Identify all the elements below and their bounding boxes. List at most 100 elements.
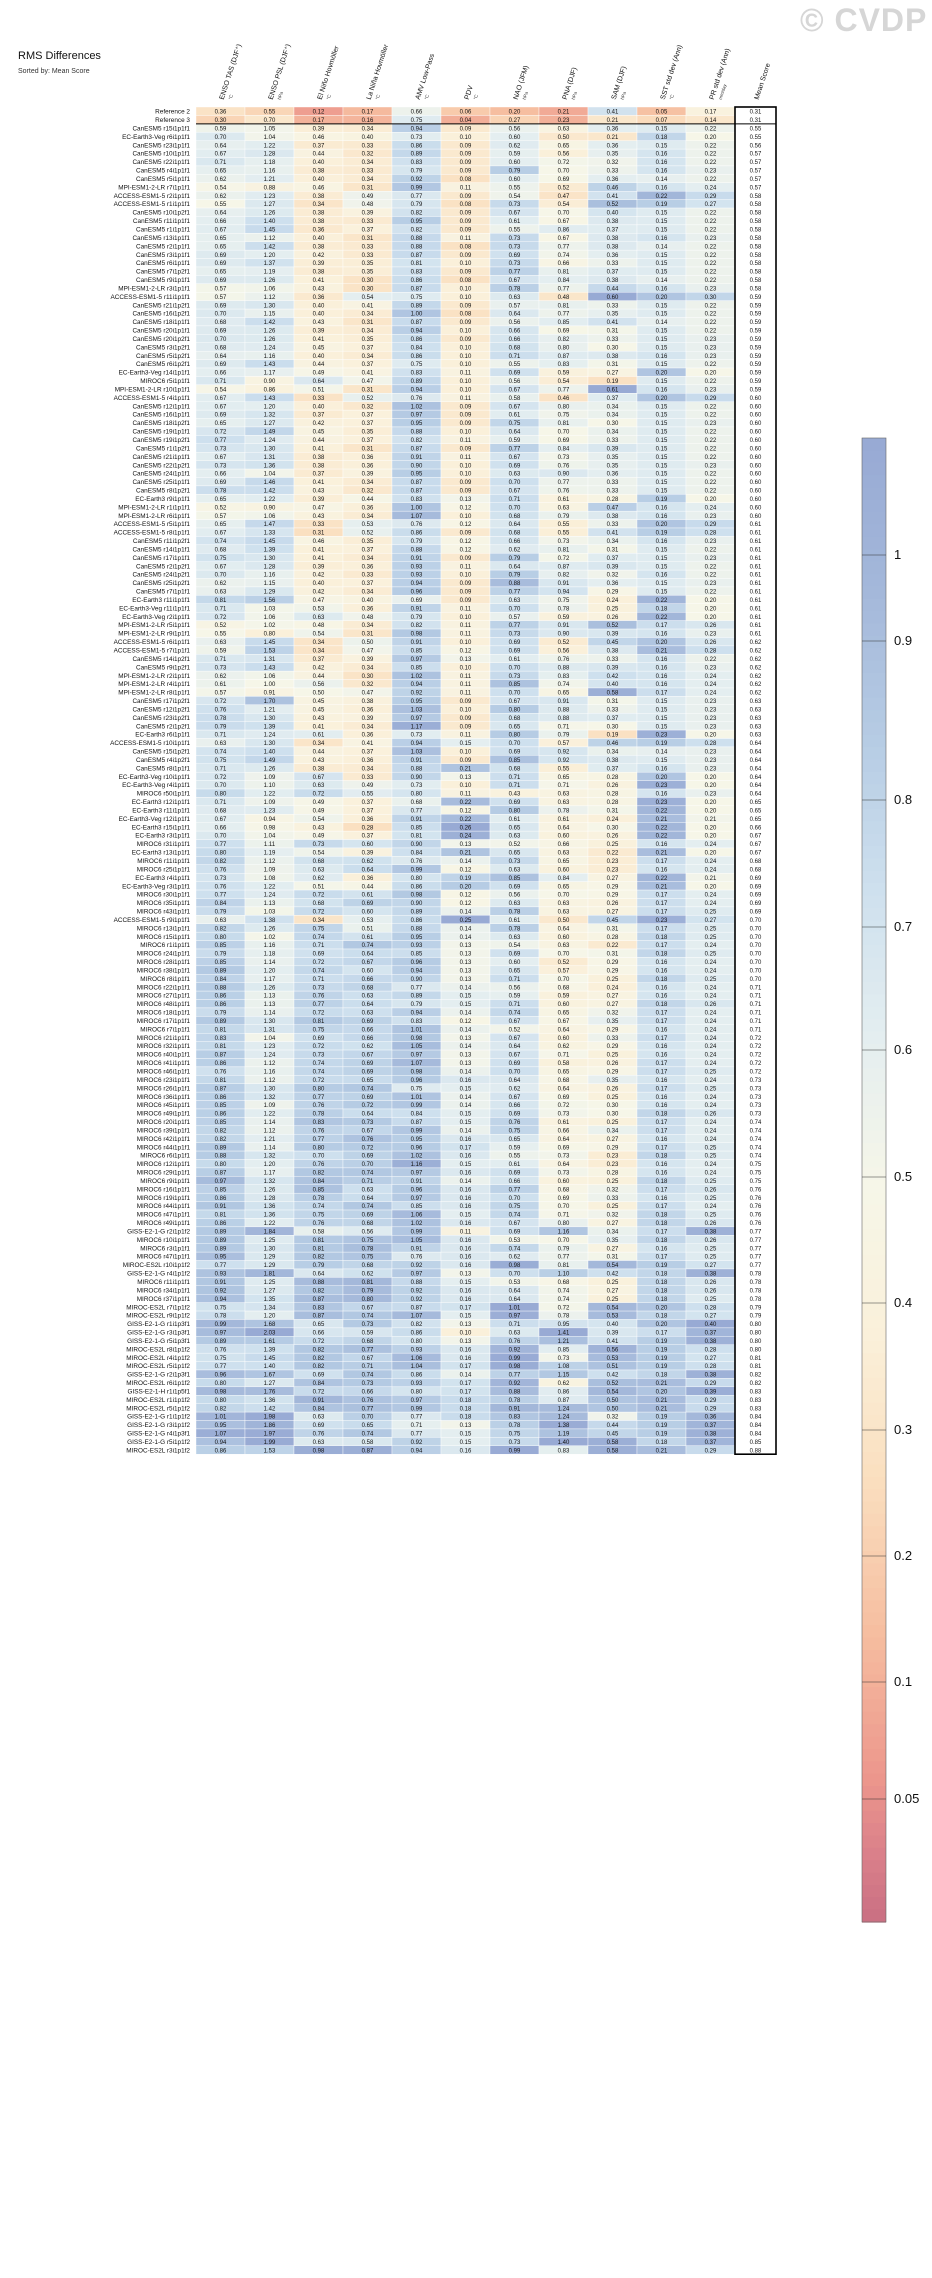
cell-value: 0.37	[705, 1331, 717, 1337]
cell-value: 0.66	[215, 219, 227, 225]
cell-value: 0.62	[750, 674, 762, 680]
cell-value: 1.61	[264, 1339, 276, 1345]
cell-value: 0.71	[215, 766, 227, 772]
cell-value: 0.97	[411, 413, 423, 419]
table-row: CanESM5 r7i1p1f1 0.63 1.29 0.42 0.34 0.96 0.09…	[136, 586, 777, 596]
cell-value: 0.67	[509, 699, 521, 705]
cell-value: 0.37	[607, 270, 619, 276]
row-label: CanESM5 r25i1p2f1	[132, 580, 190, 587]
cell-value: 0.08	[460, 244, 472, 250]
row-label: CanESM5 r12i1p2f1	[132, 706, 190, 713]
cell-value: 0.67	[362, 1305, 374, 1311]
cell-value: 0.75	[411, 295, 423, 301]
cell-value: 0.37	[607, 228, 619, 234]
cell-value: 0.18	[656, 1272, 668, 1278]
cell-value: 0.87	[313, 1314, 325, 1320]
cell-value: 0.36	[313, 228, 325, 234]
cell-value: 0.74	[509, 1213, 521, 1219]
cell-value: 0.84	[313, 1179, 325, 1185]
cell-value: 0.77	[558, 286, 570, 292]
cell-value: 0.15	[656, 211, 668, 217]
cell-value: 0.36	[362, 758, 374, 764]
cell-value: 0.09	[460, 152, 472, 158]
cell-value: 0.16	[460, 1187, 472, 1193]
cell-value: 0.59	[750, 312, 762, 318]
cell-value: 0.23	[705, 539, 717, 545]
cell-value: 0.35	[362, 430, 374, 436]
cell-value: 0.29	[705, 1406, 717, 1412]
cell-value: 0.38	[607, 758, 619, 764]
cell-value: 1.02	[411, 1221, 423, 1227]
cell-value: 0.43	[313, 489, 325, 495]
cell-value: 0.68	[313, 859, 325, 865]
cell-value: 0.80	[215, 1162, 227, 1168]
cell-value: 0.40	[313, 160, 325, 166]
cell-value: 0.11	[460, 185, 472, 191]
cell-value: 1.07	[411, 1061, 423, 1067]
cell-value: 0.94	[411, 387, 423, 393]
table-row: ACCESS-ESM1-5 r9i1p1f1 0.63 1.38 0.34 0.53 0.…	[114, 915, 777, 924]
cell-value: 0.77	[215, 1263, 227, 1269]
cell-value: 0.41	[362, 371, 374, 377]
cell-value: 1.25	[264, 1238, 276, 1244]
cell-value: 0.18	[656, 1288, 668, 1294]
cell-value: 0.15	[656, 337, 668, 343]
cell-value: 0.36	[607, 126, 619, 132]
row-label: MIROC-ES2L r8i1p1f2	[126, 1346, 190, 1353]
cell-value: 1.49	[264, 758, 276, 764]
cell-value: 0.67	[558, 1019, 570, 1025]
cell-value: 0.34	[362, 556, 374, 562]
cell-value: 0.60	[607, 295, 619, 301]
cell-value: 0.69	[362, 901, 374, 907]
cell-value: 0.81	[558, 270, 570, 276]
colorbar-segment	[862, 1316, 886, 1329]
cell-value: 0.39	[313, 329, 325, 335]
cell-value: 0.27	[607, 910, 619, 916]
cell-value: 1.08	[264, 876, 276, 882]
cell-value: 0.72	[313, 1389, 325, 1395]
cell-value: 0.84	[411, 345, 423, 351]
cell-value: 0.66	[215, 472, 227, 478]
cell-value: 0.69	[509, 253, 521, 259]
cell-value: 0.14	[460, 1027, 472, 1033]
colorbar-segment	[862, 598, 886, 612]
row-label: CanESM5 r20i1p1f1	[132, 328, 190, 335]
cell-value: 0.66	[509, 337, 521, 343]
colorbar-segment	[862, 1192, 886, 1206]
cell-value: 0.85	[411, 952, 423, 958]
cell-value: 0.23	[705, 421, 717, 427]
cell-value: 0.77	[509, 1187, 521, 1193]
table-row: MIROC6 r46i1p1f1 0.76 1.16 0.74 0.69 0.98 0.14…	[137, 1066, 777, 1076]
cell-value: 0.71	[215, 800, 227, 806]
cell-value: 0.13	[460, 1053, 472, 1059]
cell-value: 0.68	[558, 985, 570, 991]
cell-value: 0.24	[705, 1103, 717, 1109]
cell-value: 0.13	[460, 960, 472, 966]
cell-value: 0.27	[607, 1002, 619, 1008]
cell-value: 0.27	[705, 202, 717, 208]
cell-value: 0.95	[411, 472, 423, 478]
row-label: MIROC6 r38i1p1f1	[137, 967, 191, 974]
cell-value: 0.70	[558, 1238, 570, 1244]
cell-value: 0.81	[750, 1364, 762, 1370]
cell-value: 0.69	[362, 1019, 374, 1025]
row-label: CanESM5 r11i1p1f1	[133, 218, 191, 225]
cell-value: 0.91	[558, 623, 570, 629]
cell-value: 0.17	[460, 1145, 472, 1151]
cell-value: 1.27	[264, 1381, 276, 1387]
cell-value: 0.75	[509, 1432, 521, 1438]
row-label: MPI-ESM1-2-LR r4i1p1f1	[118, 681, 190, 688]
cell-value: 0.27	[509, 118, 521, 124]
cell-value: 1.12	[264, 1078, 276, 1084]
cell-value: 0.29	[607, 1027, 619, 1033]
cell-value: 0.39	[362, 211, 374, 217]
cell-value: 0.45	[313, 430, 325, 436]
colorbar-segment	[862, 833, 886, 847]
cell-value: 0.68	[509, 514, 521, 520]
cell-value: 0.73	[558, 1171, 570, 1177]
table-row: MIROC6 r24i1p1f1 0.79 1.18 0.69 0.64 0.85 0.13…	[137, 948, 777, 958]
cell-value: 0.91	[215, 1280, 227, 1286]
cell-value: 0.15	[460, 1112, 472, 1118]
cell-value: 0.86	[411, 143, 423, 149]
cell-value: 0.67	[509, 1019, 521, 1025]
